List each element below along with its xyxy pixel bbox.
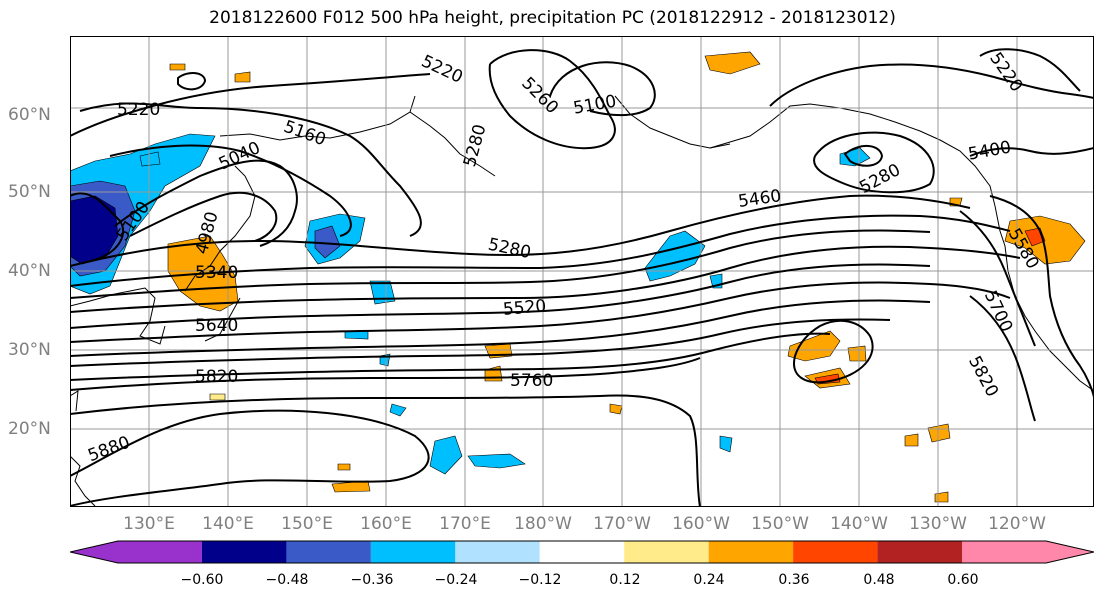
lat-label: 20°N xyxy=(8,419,51,439)
contour-label: 5640 xyxy=(195,316,238,336)
colorbar-segment xyxy=(624,541,709,563)
lon-label: 150°E xyxy=(281,514,333,534)
lon-label: 140°E xyxy=(202,514,254,534)
colorbar-segment xyxy=(793,541,878,563)
colorbar-segment xyxy=(70,541,202,563)
colorbar-segment xyxy=(539,541,625,563)
contour-label: 5820 xyxy=(964,353,1002,401)
colorbar-segment xyxy=(286,541,371,563)
colorbar-segment xyxy=(370,541,456,563)
contour-label: 5160 xyxy=(281,117,328,151)
colorbar-segment xyxy=(962,541,1094,563)
lon-label: 170°W xyxy=(593,514,651,534)
contour-label: 5260 xyxy=(517,73,562,118)
lon-label: 130°E xyxy=(123,514,175,534)
colorbar-tick-label: −0.60 xyxy=(180,572,224,588)
contour-label: 5220 xyxy=(418,51,466,87)
colorbar-tick-label: −0.12 xyxy=(518,572,562,588)
lon-label: 160°W xyxy=(672,514,730,534)
contour-label: 5700 xyxy=(980,288,1016,336)
contour-label: 5460 xyxy=(737,186,783,212)
colorbar-tick-label: 0.48 xyxy=(863,572,895,588)
lon-label: 170°E xyxy=(439,514,491,534)
colorbar-segment xyxy=(202,541,287,563)
colorbar-segments xyxy=(70,541,1094,563)
contour-label: 5040 xyxy=(216,138,264,174)
colorbar xyxy=(70,540,1094,564)
height-contours xyxy=(70,48,1094,507)
lon-label: 130°W xyxy=(909,514,967,534)
contour-labels: 5220 5160 5040 5100 4980 5220 5260 5100 … xyxy=(85,49,1042,466)
colorbar-outline xyxy=(70,540,1094,564)
lat-label: 50°N xyxy=(8,182,51,202)
contour-label: 5760 xyxy=(510,371,553,391)
colorbar-tick-label: −0.36 xyxy=(350,572,394,588)
map-panel: 5220 5160 5040 5100 4980 5220 5260 5100 … xyxy=(70,36,1094,507)
lon-label: 120°W xyxy=(988,514,1046,534)
colorbar-tick-label: 0.12 xyxy=(609,572,641,588)
colorbar-tick-label: 0.24 xyxy=(693,572,725,588)
lon-label: 160°E xyxy=(360,514,412,534)
lon-label: 140°W xyxy=(830,514,888,534)
lat-label: 60°N xyxy=(8,105,51,125)
lat-label: 30°N xyxy=(8,340,51,360)
colorbar-segment xyxy=(455,541,540,563)
colorbar-segment xyxy=(877,541,962,563)
contour-label: 5880 xyxy=(85,433,132,467)
contour-label: 5220 xyxy=(985,49,1026,96)
contour-label: 5220 xyxy=(117,100,160,120)
colorbar-tick-label: −0.24 xyxy=(434,572,478,588)
map-canvas: 5220 5160 5040 5100 4980 5220 5260 5100 … xyxy=(70,36,1094,507)
contour-label: 5400 xyxy=(967,137,1013,164)
contour-label: 5820 xyxy=(195,367,238,387)
colorbar-tick-label: 0.60 xyxy=(947,572,979,588)
lon-label: 180°W xyxy=(514,514,572,534)
lon-label: 150°W xyxy=(751,514,809,534)
contour-label: 5340 xyxy=(195,263,238,283)
colorbar-tick-label: −0.48 xyxy=(265,572,309,588)
colorbar-tick-label: 0.36 xyxy=(778,572,810,588)
contour-label: 5280 xyxy=(486,235,532,264)
contour-label: 5520 xyxy=(502,296,547,320)
colorbar-segment xyxy=(708,541,794,563)
lat-label: 40°N xyxy=(8,261,51,281)
map-title: 2018122600 F012 500 hPa height, precipit… xyxy=(209,8,896,28)
